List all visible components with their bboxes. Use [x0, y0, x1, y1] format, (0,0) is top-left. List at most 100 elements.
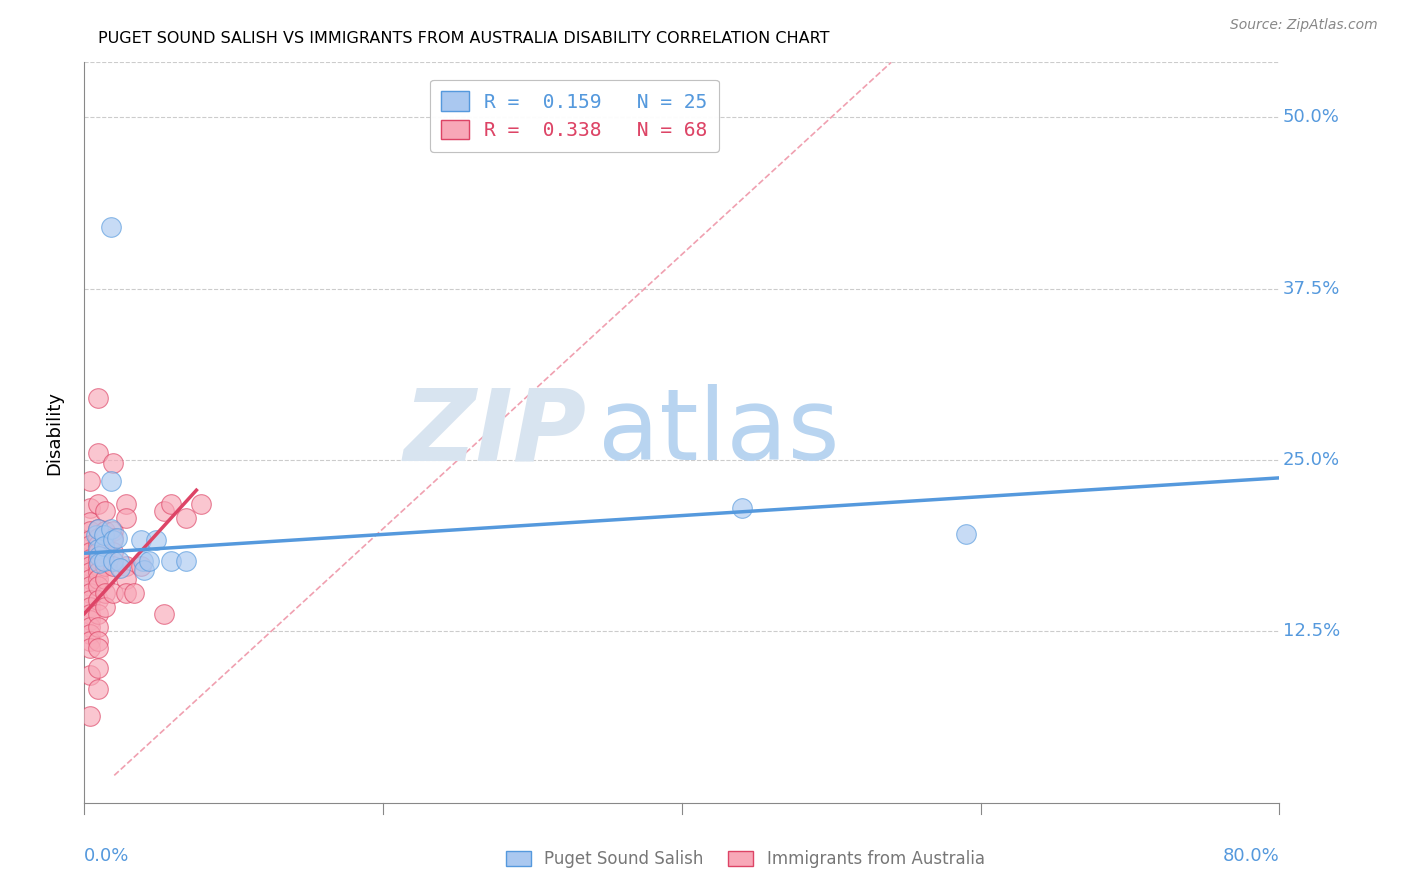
- Point: [79, 501, 101, 516]
- Point: [87, 531, 110, 545]
- Point: [79, 566, 101, 580]
- Point: [79, 709, 101, 723]
- Point: [87, 681, 110, 696]
- Point: [94, 599, 117, 614]
- Point: [152, 504, 174, 518]
- Point: [115, 572, 138, 586]
- Point: [93, 554, 115, 568]
- Point: [79, 558, 101, 573]
- Point: [107, 554, 129, 568]
- Point: [79, 545, 101, 559]
- Point: [87, 661, 110, 675]
- Point: [87, 497, 110, 511]
- Point: [115, 510, 138, 524]
- Point: [101, 533, 124, 547]
- Point: [138, 554, 160, 568]
- Point: [100, 474, 122, 488]
- Point: [174, 510, 197, 524]
- Point: [101, 586, 124, 600]
- Point: [87, 392, 110, 406]
- Point: [115, 497, 138, 511]
- Point: [89, 549, 111, 563]
- Point: [129, 533, 152, 547]
- Point: [110, 561, 132, 575]
- Point: [94, 572, 117, 586]
- Point: [100, 522, 122, 536]
- Legend: R =  0.159   N = 25, R =  0.338   N = 68: R = 0.159 N = 25, R = 0.338 N = 68: [430, 79, 718, 152]
- Point: [955, 527, 977, 541]
- Text: 80.0%: 80.0%: [1223, 847, 1279, 865]
- Point: [87, 551, 110, 566]
- Point: [115, 558, 138, 573]
- Point: [79, 640, 101, 655]
- Point: [94, 524, 117, 539]
- Point: [87, 522, 110, 536]
- Point: [79, 538, 101, 552]
- Point: [132, 563, 156, 577]
- Point: [79, 593, 101, 607]
- Point: [79, 627, 101, 641]
- Point: [87, 572, 110, 586]
- Point: [79, 579, 101, 593]
- Point: [94, 545, 117, 559]
- Point: [190, 497, 212, 511]
- Point: [86, 528, 108, 542]
- Text: 25.0%: 25.0%: [1284, 451, 1340, 469]
- Point: [129, 558, 152, 573]
- Point: [100, 219, 122, 234]
- Point: [87, 446, 110, 460]
- Point: [115, 586, 138, 600]
- Text: Source: ZipAtlas.com: Source: ZipAtlas.com: [1230, 18, 1378, 32]
- Point: [101, 558, 124, 573]
- Point: [79, 668, 101, 682]
- Point: [105, 531, 128, 545]
- Point: [87, 620, 110, 634]
- Point: [94, 531, 117, 545]
- Point: [87, 522, 110, 536]
- Point: [87, 634, 110, 648]
- Text: ZIP: ZIP: [404, 384, 586, 481]
- Point: [93, 528, 115, 542]
- Point: [79, 620, 101, 634]
- Point: [87, 558, 110, 573]
- Point: [101, 545, 124, 559]
- Point: [79, 524, 101, 539]
- Point: [87, 545, 110, 559]
- Point: [160, 554, 183, 568]
- Point: [94, 558, 117, 573]
- Text: 37.5%: 37.5%: [1284, 280, 1340, 298]
- Point: [101, 456, 124, 470]
- Point: [101, 531, 124, 545]
- Point: [131, 554, 153, 568]
- Point: [145, 533, 167, 547]
- Point: [79, 599, 101, 614]
- Point: [79, 572, 101, 586]
- Point: [160, 497, 183, 511]
- Point: [87, 579, 110, 593]
- Point: [93, 540, 115, 554]
- Text: Disability: Disability: [45, 391, 63, 475]
- Legend: Puget Sound Salish, Immigrants from Australia: Puget Sound Salish, Immigrants from Aust…: [499, 844, 991, 875]
- Point: [101, 554, 124, 568]
- Point: [79, 551, 101, 566]
- Point: [87, 538, 110, 552]
- Point: [87, 566, 110, 580]
- Point: [152, 607, 174, 621]
- Text: 12.5%: 12.5%: [1284, 623, 1340, 640]
- Text: PUGET SOUND SALISH VS IMMIGRANTS FROM AUSTRALIA DISABILITY CORRELATION CHART: PUGET SOUND SALISH VS IMMIGRANTS FROM AU…: [98, 31, 830, 46]
- Point: [89, 556, 111, 570]
- Point: [79, 533, 101, 547]
- Point: [79, 614, 101, 628]
- Point: [79, 515, 101, 529]
- Text: 50.0%: 50.0%: [1284, 108, 1340, 127]
- Point: [101, 524, 124, 539]
- Point: [731, 501, 754, 516]
- Point: [79, 634, 101, 648]
- Text: 0.0%: 0.0%: [84, 847, 129, 865]
- Point: [122, 586, 145, 600]
- Point: [94, 586, 117, 600]
- Point: [87, 640, 110, 655]
- Point: [79, 586, 101, 600]
- Point: [79, 474, 101, 488]
- Text: atlas: atlas: [599, 384, 839, 481]
